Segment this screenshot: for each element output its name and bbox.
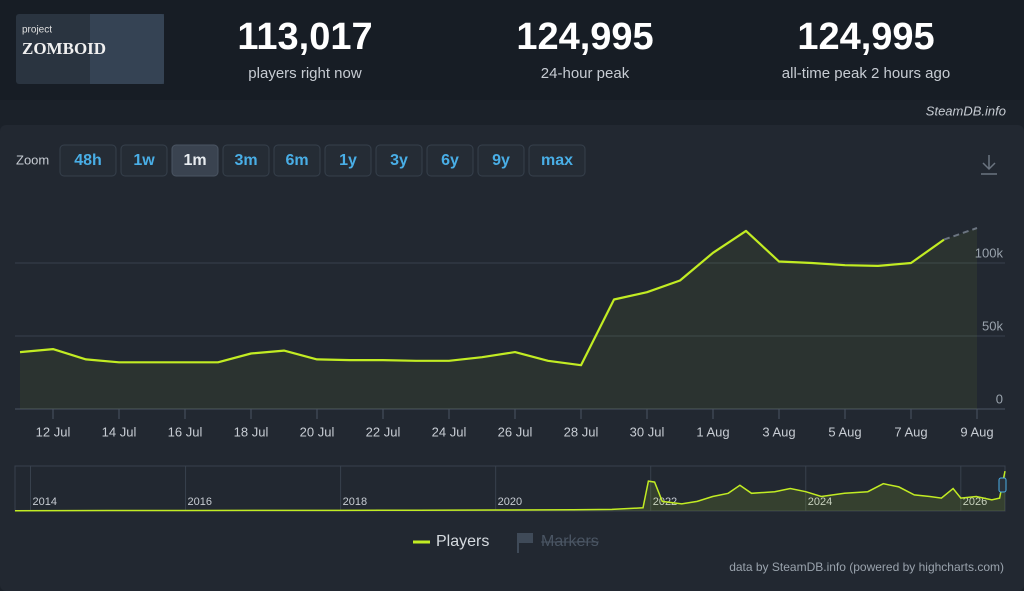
markers-flag-icon[interactable] xyxy=(517,533,533,553)
x-tick-label: 7 Aug xyxy=(894,424,927,439)
logo-line1: project xyxy=(22,25,52,36)
zoom-button[interactable] xyxy=(59,144,117,177)
series-line xyxy=(19,229,945,367)
zoom-button-label[interactable]: 6y xyxy=(441,152,459,169)
navigator-tick-label: 2018 xyxy=(343,496,367,508)
x-tick-label: 22 Jul xyxy=(366,424,401,439)
download-icon[interactable] xyxy=(981,155,997,175)
navigator-tick-label: 2026 xyxy=(963,496,987,508)
stat-value: 113,017 xyxy=(237,16,372,58)
zoom-button-label[interactable]: 1w xyxy=(133,152,155,169)
zoom-button[interactable] xyxy=(324,144,372,177)
stat-label: players right now xyxy=(248,65,362,82)
logo-art xyxy=(90,14,164,84)
zoom-button[interactable] xyxy=(477,144,525,177)
y-tick-label: 50k xyxy=(982,318,1003,333)
series-line-projected xyxy=(943,227,978,241)
navigator-tick-label: 2020 xyxy=(498,496,522,508)
header-bg xyxy=(0,0,1024,100)
x-tick-label: 3 Aug xyxy=(762,424,795,439)
zoom-button[interactable] xyxy=(222,144,270,177)
navigator-tick-label: 2016 xyxy=(188,496,212,508)
x-tick-label: 16 Jul xyxy=(168,424,203,439)
x-tick-label: 12 Jul xyxy=(36,424,71,439)
credits: data by SteamDB.info (powered by highcha… xyxy=(729,560,1004,574)
navigator-tick-label: 2014 xyxy=(33,496,57,508)
zoom-button[interactable] xyxy=(375,144,423,177)
y-tick-label: 0 xyxy=(996,391,1003,406)
zoom-button-label[interactable]: 1y xyxy=(339,152,357,169)
zoom-button-label[interactable]: 1m xyxy=(183,152,206,169)
x-tick-label: 28 Jul xyxy=(564,424,599,439)
zoom-button[interactable] xyxy=(426,144,474,177)
x-tick-label: 18 Jul xyxy=(234,424,269,439)
zoom-button-label[interactable]: 48h xyxy=(74,152,102,169)
legend-label[interactable]: Players xyxy=(436,533,489,550)
zoom-button-label[interactable]: max xyxy=(541,152,573,169)
x-tick-label: 14 Jul xyxy=(102,424,137,439)
source: SteamDB.info xyxy=(926,103,1006,118)
navigator-line xyxy=(14,470,1006,512)
x-tick-label: 1 Aug xyxy=(696,424,729,439)
x-tick-label: 24 Jul xyxy=(432,424,467,439)
zoom-button-label[interactable]: 3y xyxy=(390,152,408,169)
y-tick-label: 100k xyxy=(975,245,1004,260)
zoom-button-label[interactable]: 6m xyxy=(285,152,308,169)
navigator-bg xyxy=(14,465,1006,512)
area-fill xyxy=(20,228,977,409)
stat-label: all-time peak 2 hours ago xyxy=(782,65,950,82)
zoom-button-label[interactable]: 3m xyxy=(234,152,257,169)
stat-value: 124,995 xyxy=(516,16,653,58)
logo-line2: ZOMBOID xyxy=(22,39,106,58)
x-tick-label: 30 Jul xyxy=(630,424,665,439)
stat-label: 24-hour peak xyxy=(541,65,630,82)
stat-value: 124,995 xyxy=(797,16,934,58)
zoom-button[interactable] xyxy=(120,144,168,177)
x-tick-label: 20 Jul xyxy=(300,424,335,439)
x-tick-label: 26 Jul xyxy=(498,424,533,439)
zoom-button[interactable] xyxy=(171,144,219,177)
source-strip xyxy=(0,100,1024,125)
zoom-label: Zoom xyxy=(16,152,49,167)
zoom-button[interactable] xyxy=(528,144,586,177)
zoom-button-label[interactable]: 9y xyxy=(492,152,510,169)
navigator-area xyxy=(15,471,1005,511)
zoom-button[interactable] xyxy=(273,144,321,177)
navigator-tick-label: 2024 xyxy=(808,496,832,508)
navigator-handle[interactable] xyxy=(998,477,1007,493)
x-tick-label: 9 Aug xyxy=(960,424,993,439)
x-tick-label: 5 Aug xyxy=(828,424,861,439)
icon-stroke xyxy=(982,162,996,171)
